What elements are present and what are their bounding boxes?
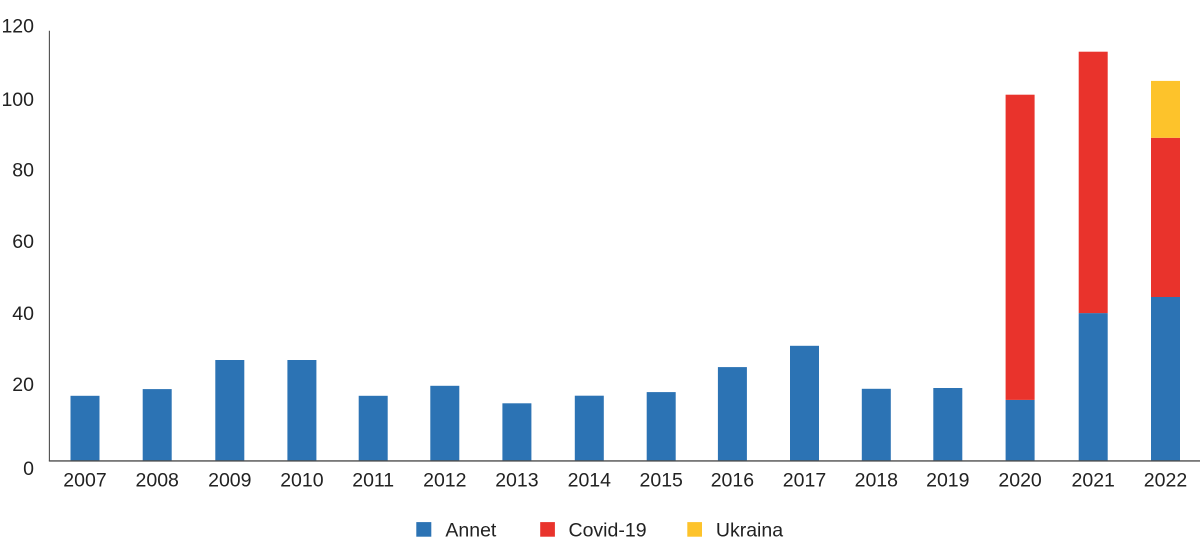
svg-text:40: 40 bbox=[12, 303, 34, 325]
svg-text:2008: 2008 bbox=[136, 470, 179, 492]
svg-text:2013: 2013 bbox=[495, 470, 538, 492]
svg-text:2015: 2015 bbox=[640, 470, 684, 492]
svg-text:20: 20 bbox=[12, 374, 34, 396]
svg-text:60: 60 bbox=[12, 231, 34, 253]
svg-text:Ukraina: Ukraina bbox=[716, 520, 783, 542]
svg-text:2010: 2010 bbox=[280, 470, 324, 492]
svg-text:Covid-19: Covid-19 bbox=[569, 520, 647, 542]
svg-text:2007: 2007 bbox=[63, 470, 106, 492]
svg-text:2020: 2020 bbox=[998, 470, 1042, 492]
svg-text:2014: 2014 bbox=[568, 470, 612, 492]
svg-text:0: 0 bbox=[23, 458, 34, 480]
svg-text:120: 120 bbox=[1, 15, 34, 37]
svg-text:2019: 2019 bbox=[926, 470, 969, 492]
svg-text:2018: 2018 bbox=[855, 470, 898, 492]
svg-text:80: 80 bbox=[12, 160, 34, 182]
svg-text:2021: 2021 bbox=[1072, 470, 1115, 492]
svg-text:2011: 2011 bbox=[352, 470, 394, 492]
svg-text:2017: 2017 bbox=[783, 470, 826, 492]
svg-text:2009: 2009 bbox=[208, 470, 251, 492]
svg-text:Annet: Annet bbox=[445, 520, 497, 542]
svg-text:2012: 2012 bbox=[423, 470, 466, 492]
svg-text:2022: 2022 bbox=[1144, 470, 1187, 492]
svg-text:2016: 2016 bbox=[711, 470, 754, 492]
svg-text:100: 100 bbox=[1, 89, 34, 111]
